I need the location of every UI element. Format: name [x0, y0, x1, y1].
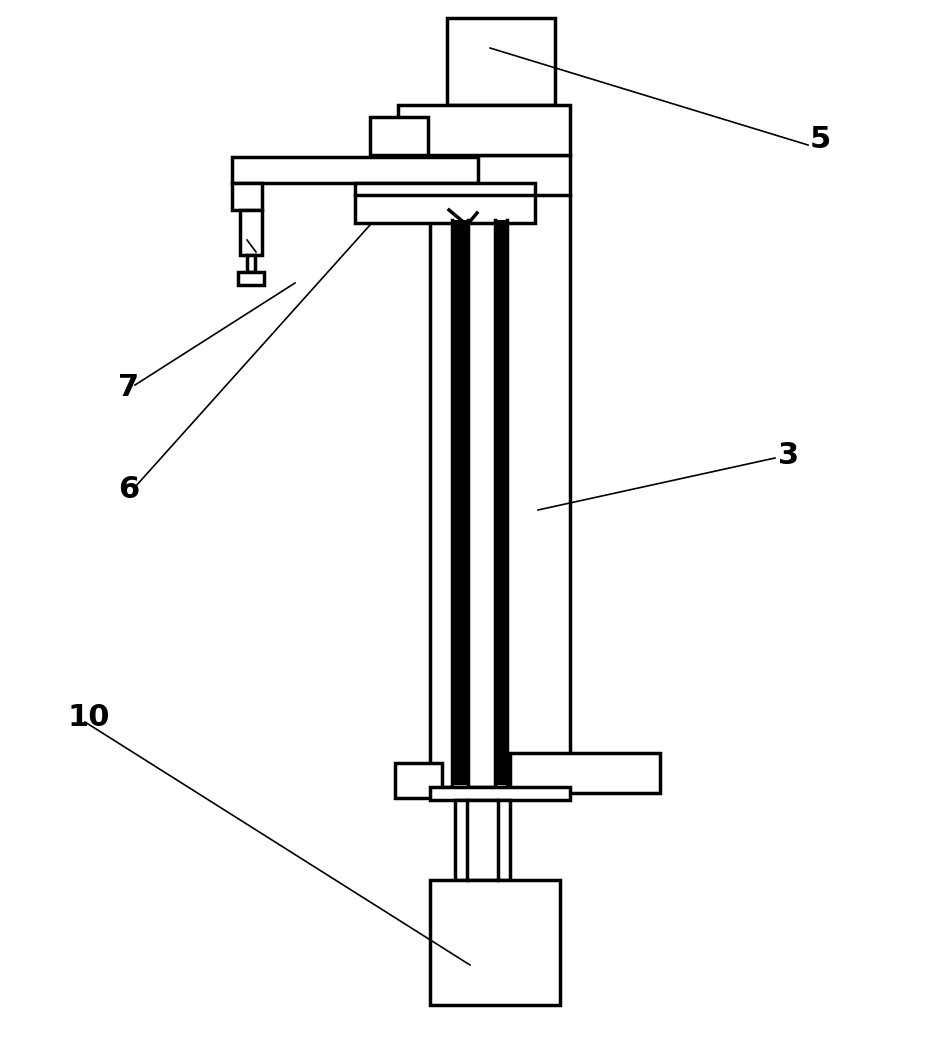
- Text: 6: 6: [118, 476, 139, 504]
- Bar: [429, 880, 559, 1005]
- Text: 3: 3: [777, 440, 798, 470]
- Bar: [370, 117, 427, 155]
- Bar: [232, 183, 261, 210]
- Bar: [395, 763, 441, 798]
- Text: 10: 10: [68, 703, 110, 733]
- Bar: [447, 18, 554, 105]
- Bar: [429, 155, 569, 787]
- Bar: [237, 272, 263, 285]
- Text: 7: 7: [118, 373, 139, 402]
- Text: 5: 5: [809, 126, 831, 154]
- Bar: [454, 800, 510, 880]
- Bar: [494, 220, 506, 785]
- Bar: [398, 105, 569, 155]
- Bar: [247, 255, 255, 272]
- Bar: [429, 787, 569, 800]
- Bar: [451, 220, 467, 785]
- Bar: [232, 157, 477, 183]
- Bar: [510, 754, 659, 793]
- Bar: [355, 183, 535, 223]
- Bar: [240, 210, 261, 255]
